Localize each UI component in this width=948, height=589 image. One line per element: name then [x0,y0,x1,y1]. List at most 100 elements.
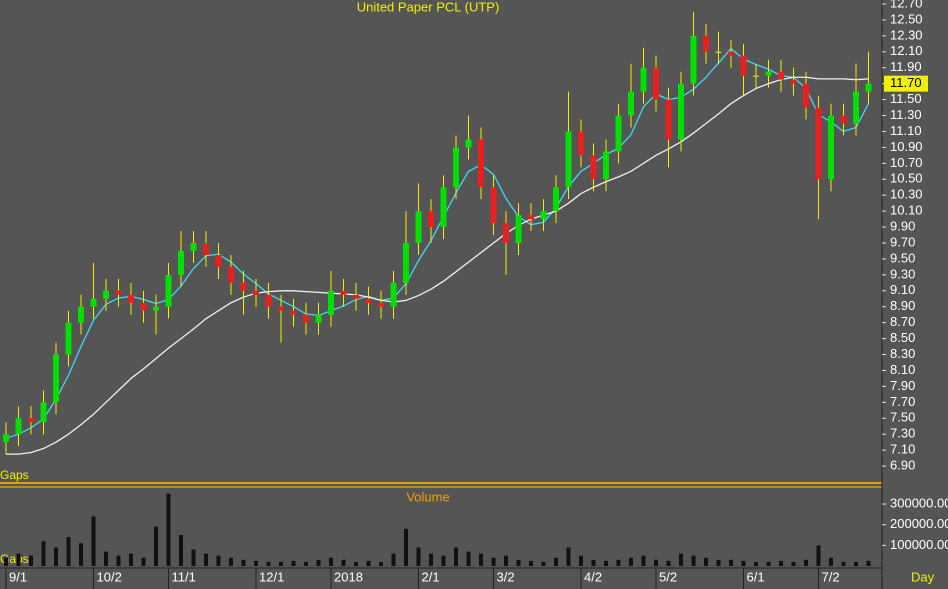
volume-bar [366,560,371,566]
volume-bar [79,543,83,566]
volume-bar [641,555,646,566]
candle-body [465,139,472,148]
candle-body [365,298,372,303]
y-tick-label: 7.30 [890,426,915,441]
y-tick-label: 12.10 [890,43,923,58]
candle-body [90,298,97,307]
x-tick-label: 9/1 [9,569,27,584]
candle-body [628,91,634,116]
candle-body [578,131,584,156]
volume-bar [329,557,333,566]
volume-tick-label: 100000.00 [890,537,948,552]
volume-bar [91,516,96,566]
volume-bar [66,537,71,566]
candle-body [303,314,309,323]
y-tick-label: 12.70 [890,0,923,10]
y-tick-label: 9.30 [890,266,915,281]
candle-body [665,99,672,140]
candle-body [290,310,297,315]
candle-body [190,242,197,251]
candle-body [703,35,709,52]
candle-body [453,147,459,188]
y-tick-label: 9.50 [890,250,915,265]
volume-bar [291,560,296,566]
volume-bar [404,528,408,566]
x-tick-label: 11/1 [172,569,196,584]
y-tick-label: 11.50 [890,91,922,106]
candle-body [65,322,72,355]
candle-body [653,67,659,100]
volume-bar [429,553,433,566]
y-tick-label: 9.10 [890,282,915,297]
volume-bar [191,549,196,566]
candle-body [478,139,484,188]
candle-body [515,215,522,243]
candle-body [428,211,434,228]
volume-bar [841,561,846,566]
volume-bar [266,561,271,566]
candle-body [340,290,347,295]
candle-body [128,294,134,303]
x-tick-label: 2018 [334,569,363,584]
x-tick-label: 10/2 [97,569,122,584]
candle-body [228,266,234,283]
x-tick-label: 6/1 [747,569,765,584]
volume-bar [454,547,458,566]
candle-body [3,434,9,443]
volume-bar [166,493,171,566]
volume-bar [204,553,208,566]
volume-bar [179,535,183,566]
volume-bar [254,560,258,566]
y-tick-label: 12.50 [890,11,923,26]
x-axis-label: Day [911,569,935,584]
volume-bar [616,559,621,566]
volume-bar [779,560,783,566]
y-tick-label: 7.50 [890,410,915,425]
volume-bar [729,559,733,566]
candle-body [828,115,834,180]
volume-bar [766,561,771,566]
volume-bar [791,561,796,566]
moving-average [6,76,869,455]
candle-body [503,223,509,243]
volume-tick-label: 300000.00 [890,495,948,510]
volume-bar [854,561,858,566]
volume-bar [516,559,521,566]
candle-body [790,79,797,84]
volume-bar [804,559,808,566]
volume-bar [566,547,571,566]
volume-tick-label: 200000.00 [890,516,948,531]
moving-average [5,47,870,439]
y-tick-label: 9.90 [890,218,915,233]
volume-bar [504,555,508,566]
volume-bar [554,557,558,566]
candle-body [278,306,284,311]
x-tick-label: 2/1 [422,569,440,584]
volume-bar [716,559,721,566]
y-tick-label: 8.10 [890,362,915,377]
volume-bar [691,555,696,566]
candle-body [253,290,259,295]
candle-body [415,211,422,243]
candle-body [53,354,59,403]
volume-bar [29,555,33,566]
last-price-label: 11.70 [890,75,922,90]
y-tick-label: 9.70 [890,234,915,249]
candle-body [728,51,734,56]
y-tick-label: 10.70 [890,155,923,170]
volume-bar [304,561,308,566]
candle-body [840,115,847,124]
volume-bar [279,561,283,566]
x-tick-label: 7/2 [822,569,840,584]
y-tick-label: 11.10 [890,123,922,138]
candle-body [403,242,409,283]
y-tick-label: 10.90 [890,139,923,154]
candle-body [803,83,809,108]
candle-body [103,290,109,299]
candle-body [203,242,209,255]
volume-bar [216,555,221,566]
candle-body [678,83,684,140]
y-tick-label: 8.50 [890,330,915,345]
